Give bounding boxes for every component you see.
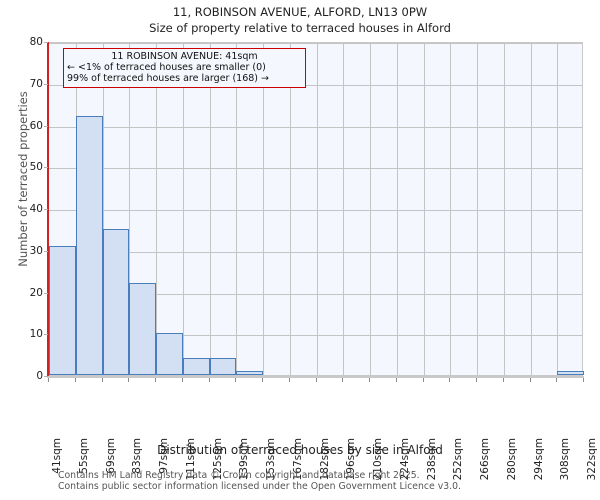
property-annotation-box: 11 ROBINSON AVENUE: 41sqm ← <1% of terra… — [63, 48, 306, 88]
y-axis-tick-label: 60 — [29, 119, 43, 132]
histogram-bar — [49, 245, 76, 375]
y-axis-tick-label: 80 — [29, 36, 43, 48]
histogram-bar — [557, 370, 584, 375]
gridline-vertical — [236, 43, 238, 375]
chart-subtitle: Size of property relative to terraced ho… — [149, 21, 451, 35]
y-axis-tick — [44, 167, 48, 169]
x-axis-tick — [342, 378, 344, 382]
y-axis-tick — [44, 83, 48, 85]
x-axis-tick — [235, 378, 237, 382]
y-axis-tick — [44, 376, 48, 377]
y-axis-tick-label: 40 — [29, 203, 43, 215]
annotation-line-3: 99% of terraced houses are larger (168) … — [67, 73, 269, 84]
x-axis-labels: 41sqm 55sqm 69sqm 83sqm 97sqm 111sqm 125sqm 139… — [48, 380, 598, 480]
x-axis-tick — [155, 378, 156, 382]
x-axis-tick — [502, 378, 504, 382]
y-axis-tick — [44, 334, 48, 336]
gridline-horizontal — [49, 251, 582, 253]
histogram-bar — [75, 116, 103, 375]
gridline-vertical — [450, 43, 452, 375]
gridline-horizontal — [49, 168, 582, 170]
x-axis-tick — [395, 378, 397, 382]
y-axis-tick — [44, 42, 48, 43]
x-axis-tick — [48, 378, 49, 382]
y-axis-tick — [44, 292, 48, 294]
footer-attribution: Contains HM Land Registry data © Crown c… — [58, 470, 598, 492]
y-axis-labels: 0 10 20 30 40 50 60 70 80 — [0, 36, 43, 382]
gridline-horizontal — [49, 293, 582, 295]
plot-area — [48, 42, 584, 376]
y-axis-tick-label: 10 — [29, 328, 43, 341]
annotation-line-2: ← <1% of terraced houses are smaller (0) — [67, 62, 266, 73]
gridline-vertical — [209, 43, 211, 375]
gridline-vertical — [102, 43, 104, 375]
x-axis-tick — [101, 378, 103, 382]
x-axis-tick — [583, 378, 584, 382]
property-marker-line — [47, 42, 49, 377]
x-axis-tick — [128, 378, 130, 382]
gridline-horizontal — [49, 126, 582, 128]
y-axis-tick-label: 0 — [36, 370, 43, 382]
gridline-horizontal — [49, 84, 582, 86]
chart-title-block: 11, ROBINSON AVENUE, ALFORD, LN13 0PW Si… — [0, 4, 600, 36]
x-axis-tick — [288, 378, 290, 382]
x-axis-title: Distribution of terraced houses by size … — [157, 443, 443, 457]
gridline-vertical — [343, 43, 345, 375]
gridline-horizontal — [49, 210, 582, 211]
histogram-bar — [182, 358, 210, 375]
histogram-bar — [209, 358, 237, 375]
gridline-vertical — [557, 43, 559, 375]
gridline-vertical — [477, 43, 478, 375]
x-axis-tick — [181, 378, 183, 382]
gridline-horizontal — [49, 335, 582, 337]
x-axis-tick — [449, 378, 451, 382]
gridline-vertical — [263, 43, 264, 375]
y-axis-tick-label: 70 — [29, 77, 43, 90]
y-axis-tick — [44, 250, 48, 252]
gridline-vertical — [370, 43, 371, 375]
x-axis-tick — [262, 378, 263, 382]
gridline-horizontal — [49, 43, 582, 44]
gridline-vertical — [289, 43, 291, 375]
y-axis-tick — [44, 125, 48, 127]
gridline-vertical — [156, 43, 157, 375]
gridline-vertical — [423, 43, 425, 375]
x-axis-tick — [422, 378, 424, 382]
y-axis-tick-label: 20 — [29, 286, 43, 299]
gridline-vertical — [396, 43, 398, 375]
gridline-vertical — [182, 43, 184, 375]
x-axis-line — [47, 376, 584, 378]
x-axis-tick — [369, 378, 370, 382]
gridline-vertical — [129, 43, 131, 375]
footer-line-1: Contains HM Land Registry data © Crown c… — [58, 470, 420, 481]
x-axis-tick — [208, 378, 210, 382]
chart-title: 11, ROBINSON AVENUE, ALFORD, LN13 0PW — [172, 5, 428, 19]
x-axis-tick — [529, 378, 531, 382]
footer-line-2: Contains public sector information licen… — [58, 481, 461, 492]
y-axis-tick-label: 30 — [29, 244, 43, 257]
y-axis-tick-label: 50 — [29, 161, 43, 174]
x-axis-tick — [556, 378, 558, 382]
histogram-bar — [236, 370, 263, 375]
x-axis-tick — [476, 378, 477, 382]
histogram-bar — [129, 283, 156, 375]
annotation-line-1: 11 ROBINSON AVENUE: 41sqm — [111, 51, 258, 62]
histogram-bar — [102, 228, 130, 375]
x-axis-tick — [315, 378, 317, 382]
gridline-vertical — [316, 43, 318, 375]
gridline-vertical — [530, 43, 532, 375]
y-axis-title: Number of terraced properties — [16, 91, 30, 267]
y-axis-tick — [44, 209, 48, 210]
gridline-vertical — [503, 43, 505, 375]
histogram-bar — [156, 333, 183, 375]
x-axis-tick — [74, 378, 76, 382]
